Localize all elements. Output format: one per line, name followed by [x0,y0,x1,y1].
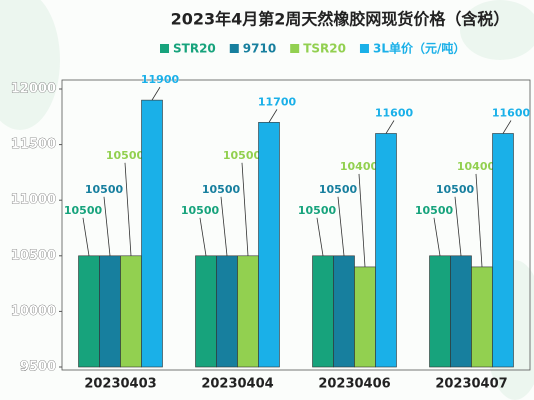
leader-line [433,217,441,256]
legend-label: 3L单价（元/吨） [373,41,465,56]
value-label: 10500 [202,183,241,196]
leader-line [124,162,132,256]
value-label: 10500 [64,204,103,217]
leader-line [358,173,366,267]
plot-frame [61,79,531,371]
leader-line [502,120,512,134]
y-tick-label: 9500 [20,360,56,375]
leader-line [454,196,462,256]
legend-label: STR20 [173,42,216,56]
x-tick-label: 20230404 [201,377,273,392]
bar [78,255,100,368]
value-label: 10500 [223,149,262,162]
leaf-decoration [460,0,534,60]
legend-label: TSR20 [303,42,346,56]
bar [333,255,355,368]
bar [492,133,514,368]
legend-swatch [359,44,369,53]
legend-swatch [229,44,239,53]
leader-line [316,217,324,256]
bar [471,266,493,368]
bar [429,255,451,368]
leader-line [241,162,249,256]
value-label: 10500 [181,204,220,217]
value-label: 10500 [319,183,358,196]
value-label: 10500 [436,183,475,196]
legend-label: 9710 [243,42,276,56]
bar [354,266,376,368]
value-label: 10400 [457,160,496,173]
leader-line [475,173,483,267]
value-label: 10400 [340,160,379,173]
leader-line [82,217,90,256]
leader-line [385,120,395,134]
bar [120,255,142,368]
legend-swatch [290,44,300,53]
x-tick-label: 20230407 [435,377,507,392]
leader-line [268,109,278,123]
value-label: 11600 [492,106,531,119]
y-tick-label: 11500 [11,137,56,152]
value-label: 10500 [106,149,145,162]
bar [237,255,259,368]
legend-swatch [160,44,169,53]
bar [216,255,238,368]
y-tick-label: 10000 [11,304,56,319]
x-tick-label: 20230403 [84,377,156,392]
value-label: 10500 [298,204,337,217]
bar [141,99,163,368]
y-tick-label: 10500 [11,248,56,263]
value-label: 10500 [85,183,124,196]
y-tick-label: 11000 [11,193,56,208]
bar [99,255,121,368]
leader-line [337,196,345,256]
value-label: 11900 [141,73,180,86]
leader-line [199,217,207,256]
value-label: 10500 [415,204,454,217]
value-label: 11700 [258,95,297,108]
bar [375,133,397,368]
leader-line [151,86,161,101]
bar [450,255,472,368]
y-tick-label: 12000 [11,82,56,97]
leader-line [103,196,111,256]
bar [312,255,334,368]
leaf-decoration [0,0,60,130]
value-label: 11600 [375,106,414,119]
bar [258,122,280,368]
chart-title: 2023年4月第2周天然橡胶网现货价格（含税） [171,10,510,29]
x-tick-label: 20230406 [318,377,390,392]
leader-line [220,196,228,256]
bar [195,255,217,368]
